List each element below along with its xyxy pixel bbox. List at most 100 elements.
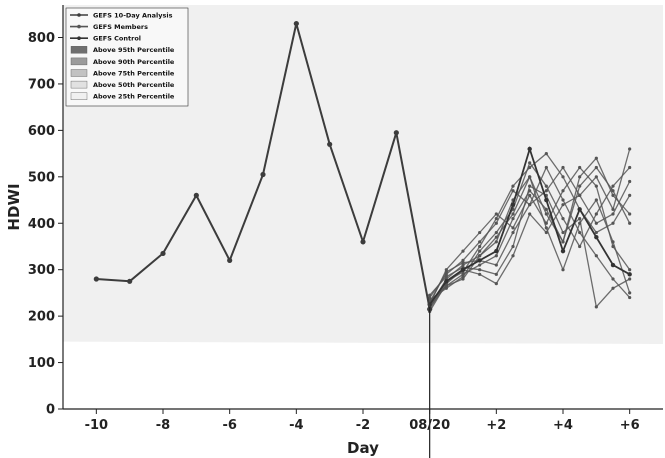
legend: GEFS 10-Day Analysis GEFS Members GEFS Con… <box>65 7 189 107</box>
member-point-6-9 <box>578 217 582 221</box>
member-point-0-11 <box>611 189 615 193</box>
member-point-2-3 <box>478 240 482 244</box>
member-point-8-11 <box>611 212 615 216</box>
member-point-0-7 <box>544 207 548 211</box>
legend-patch-swatch-5 <box>70 69 88 77</box>
member-point-5-9 <box>578 165 582 170</box>
y-tick-label: 200 <box>28 310 55 325</box>
member-point-6-10 <box>594 305 598 309</box>
member-point-2-0 <box>428 295 432 300</box>
x-tick-label: -8 <box>156 418 170 433</box>
x-tick-label: 08/20 <box>409 418 450 433</box>
y-tick-label: 500 <box>28 170 55 185</box>
member-point-7-12 <box>628 193 632 197</box>
member-point-1-8 <box>561 268 565 272</box>
y-axis-title: HDWI <box>5 183 23 230</box>
member-point-7-6 <box>528 165 532 170</box>
analysis-point-3 <box>193 192 199 198</box>
control-point-7 <box>544 197 549 203</box>
legend-patch-swatch-4 <box>70 57 88 66</box>
member-point-9-11 <box>611 193 615 197</box>
member-point-4-8 <box>561 217 565 221</box>
x-tick-label: +2 <box>486 418 506 433</box>
member-point-0-9 <box>578 184 582 188</box>
gefs-members-lines <box>428 147 632 314</box>
control-point-12 <box>627 272 632 277</box>
control-point-11 <box>610 262 616 268</box>
gefs-analysis-line <box>93 20 433 312</box>
legend-box <box>65 7 189 107</box>
legend-patch-swatch-3 <box>70 46 88 54</box>
member-point-5-7 <box>544 221 548 225</box>
member-point-6-6 <box>528 184 532 188</box>
legend-entry-label: GEFS 10-Day Analysis <box>93 11 173 19</box>
legend-entry-label: Above 75th Percentile <box>93 69 175 77</box>
member-point-8-5 <box>511 230 515 235</box>
control-point-1 <box>444 279 449 284</box>
analysis-point-7 <box>327 141 333 147</box>
member-point-2-5 <box>511 189 515 193</box>
member-point-5-6 <box>528 193 532 197</box>
member-point-4-9 <box>578 244 582 249</box>
x-tick-label: -6 <box>222 418 236 433</box>
member-point-5-1 <box>444 268 448 272</box>
member-point-6-1 <box>444 275 448 279</box>
legend-entry-label: GEFS Control <box>93 35 141 43</box>
member-point-3-5 <box>511 254 515 258</box>
member-point-7-5 <box>511 184 515 188</box>
gefs-control-line <box>427 145 632 307</box>
legend-patch-swatch-7 <box>70 92 88 100</box>
member-point-9-1 <box>444 284 448 288</box>
analysis-point-9 <box>393 130 399 136</box>
member-point-1-4 <box>494 240 498 244</box>
x-tick-label: -4 <box>289 418 303 433</box>
member-point-0-5 <box>511 217 515 221</box>
analysis-point-5 <box>260 171 266 178</box>
member-point-5-12 <box>628 268 632 272</box>
legend-entry-label: Above 50th Percentile <box>93 81 175 89</box>
member-point-6-11 <box>611 286 615 290</box>
member-point-8-7 <box>544 189 548 193</box>
member-point-9-8 <box>561 240 565 244</box>
y-tick-label: 300 <box>28 263 55 278</box>
member-point-9-3 <box>478 254 482 258</box>
y-tick-label: 100 <box>28 356 55 371</box>
member-point-5-8 <box>561 189 565 193</box>
legend-marker-2 <box>77 36 81 40</box>
member-point-4-4 <box>494 230 498 235</box>
member-point-1-7 <box>544 226 548 230</box>
member-point-3-10 <box>594 175 598 179</box>
x-ticks: -10 -8 -6 -4 -2 08/20 +2 +4 +6 <box>85 409 640 433</box>
member-point-6-0 <box>428 293 432 297</box>
control-point-9 <box>577 207 582 212</box>
member-point-3-11 <box>611 207 615 211</box>
member-point-5-4 <box>494 212 498 216</box>
member-point-7-10 <box>594 230 598 235</box>
member-point-3-6 <box>528 212 532 216</box>
member-point-5-5 <box>511 226 515 230</box>
member-point-3-12 <box>628 147 632 151</box>
control-point-6 <box>527 146 532 152</box>
member-point-2-7 <box>544 165 548 170</box>
member-point-9-4 <box>494 235 498 239</box>
member-point-5-10 <box>594 184 598 188</box>
member-point-1-2 <box>461 263 465 267</box>
member-point-8-12 <box>628 179 632 184</box>
legend-marker-1 <box>77 24 81 29</box>
y-tick-label: 600 <box>28 124 55 139</box>
member-point-9-9 <box>578 175 582 179</box>
member-point-4-12 <box>628 165 632 170</box>
member-point-9-6 <box>528 175 532 179</box>
y-tick-label: 800 <box>28 31 55 46</box>
member-point-7-7 <box>544 151 548 156</box>
member-point-7-3 <box>478 244 482 249</box>
member-point-7-11 <box>611 221 615 225</box>
legend-entry-label: Above 95th Percentile <box>93 46 175 54</box>
member-point-4-6 <box>528 161 532 165</box>
legend-entry-label: Above 25th Percentile <box>93 93 175 101</box>
member-point-6-4 <box>494 272 498 276</box>
member-point-6-12 <box>628 277 632 281</box>
control-point-8 <box>560 248 566 254</box>
member-point-2-2 <box>461 258 465 263</box>
analysis-point-8 <box>360 239 366 245</box>
